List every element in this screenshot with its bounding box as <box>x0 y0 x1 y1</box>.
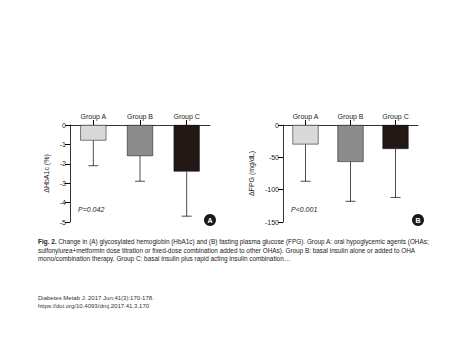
svg-text:-4: -4 <box>60 199 66 206</box>
html-text:Fig. 2. Change in (A) glycosyl: Fig. 2. Change in (A) glycosylated hemog… <box>38 238 429 263</box>
svg-text:Group B: Group B <box>127 113 153 121</box>
svg-text:-100: -100 <box>265 186 279 193</box>
svg-text:-5: -5 <box>60 219 66 226</box>
svg-text:Group A: Group A <box>80 113 106 121</box>
svg-text:Group C: Group C <box>382 113 408 121</box>
svg-text:ΔFPG (mg/dL): ΔFPG (mg/dL) <box>248 151 256 196</box>
svg-text:-50: -50 <box>269 154 279 161</box>
svg-text:-1: -1 <box>60 141 66 148</box>
svg-text:-3: -3 <box>60 180 66 187</box>
svg-text:A: A <box>207 217 212 224</box>
svg-text:P=0.042: P=0.042 <box>78 206 104 213</box>
svg-text:Group A: Group A <box>293 113 319 121</box>
svg-text:0: 0 <box>62 122 66 129</box>
svg-text:Group C: Group C <box>173 113 199 121</box>
svg-text:0: 0 <box>275 122 279 129</box>
svg-text:B: B <box>415 217 420 224</box>
svg-text:P<0.001: P<0.001 <box>291 206 317 213</box>
svg-text:ΔHbA1c (%): ΔHbA1c (%) <box>43 154 51 193</box>
html-text:https://doi.org/10.4093/dmj.20: https://doi.org/10.4093/dmj.2017.41.3.17… <box>38 303 150 309</box>
html-text:Diabetes Metab J. 2017 Jun;41(: Diabetes Metab J. 2017 Jun;41(3):170-178… <box>38 295 154 301</box>
svg-text:-150: -150 <box>265 219 279 226</box>
svg-text:Group B: Group B <box>337 113 363 121</box>
svg-text:-2: -2 <box>60 160 66 167</box>
